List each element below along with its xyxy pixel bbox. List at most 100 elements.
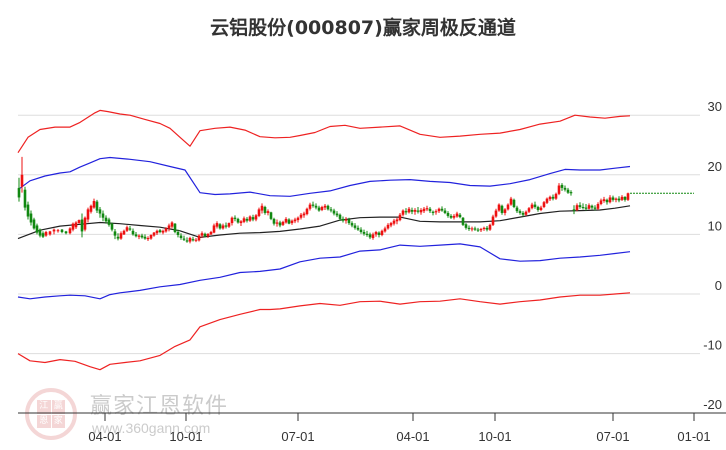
candle-body bbox=[92, 201, 96, 208]
candle-body bbox=[554, 193, 558, 199]
candle-body bbox=[227, 223, 231, 227]
candle-body bbox=[206, 233, 210, 237]
candle-body bbox=[257, 209, 261, 216]
candle-body bbox=[242, 218, 246, 222]
candle-body bbox=[233, 217, 237, 219]
candle-body bbox=[143, 236, 147, 239]
candle-body bbox=[449, 215, 453, 218]
candle-body bbox=[431, 211, 435, 213]
candle-body bbox=[71, 223, 75, 230]
x-tick-label: 10-01 bbox=[478, 429, 511, 444]
candle-body bbox=[239, 221, 243, 224]
candle-body bbox=[56, 230, 60, 232]
candle-body bbox=[461, 217, 465, 225]
candle-body bbox=[146, 237, 150, 240]
candle-body bbox=[362, 232, 366, 234]
channel-lines bbox=[17, 109, 631, 371]
candle-body bbox=[203, 233, 207, 237]
candle-body bbox=[467, 227, 471, 230]
candle-body bbox=[266, 211, 270, 213]
candle-body bbox=[365, 233, 369, 235]
candle-body bbox=[80, 219, 84, 232]
candle-body bbox=[416, 210, 420, 212]
candle-body bbox=[410, 209, 414, 212]
candle-body bbox=[446, 212, 450, 216]
candle-body bbox=[230, 217, 234, 224]
candle-body bbox=[158, 230, 162, 233]
candle-body bbox=[269, 212, 273, 219]
candle-body bbox=[119, 233, 123, 239]
channel-line bbox=[17, 205, 631, 240]
candle-body bbox=[455, 213, 459, 217]
candle-body bbox=[434, 211, 438, 213]
candle-body bbox=[149, 234, 153, 239]
candle-body bbox=[35, 225, 39, 233]
candle-body bbox=[137, 235, 141, 237]
candle-body bbox=[113, 231, 117, 236]
candle-body bbox=[464, 224, 468, 228]
candle-body bbox=[293, 219, 297, 222]
candle-body bbox=[224, 225, 228, 227]
candle-body bbox=[485, 227, 489, 230]
candle-body bbox=[530, 204, 534, 209]
candle-body bbox=[20, 174, 24, 187]
candle-body bbox=[281, 221, 285, 225]
candle-body bbox=[470, 228, 474, 230]
candle-body bbox=[407, 208, 411, 213]
candle-body bbox=[167, 225, 171, 229]
candle-body bbox=[302, 213, 306, 216]
candle-body bbox=[626, 193, 630, 200]
candle-body bbox=[122, 230, 126, 235]
candle-body bbox=[341, 218, 345, 221]
candle-body bbox=[608, 197, 612, 203]
candle-body bbox=[428, 208, 432, 212]
candle-body bbox=[131, 230, 135, 235]
candle-body bbox=[212, 225, 216, 233]
candle-body bbox=[17, 187, 21, 198]
candle-body bbox=[620, 196, 624, 200]
watermark-url: www.360gann.com bbox=[92, 420, 211, 436]
candle-body bbox=[329, 209, 333, 211]
candle-body bbox=[572, 209, 576, 211]
candle-body bbox=[140, 235, 144, 238]
candle-body bbox=[176, 232, 180, 235]
candle-body bbox=[440, 208, 444, 211]
candle-body bbox=[401, 210, 405, 215]
candle-body bbox=[23, 189, 27, 208]
candle-body bbox=[311, 204, 315, 206]
candle-body bbox=[155, 230, 159, 234]
candle-body bbox=[64, 231, 68, 234]
candle-body bbox=[374, 232, 378, 235]
candle-body bbox=[164, 228, 168, 232]
candle-body bbox=[386, 224, 390, 229]
candle-body bbox=[524, 211, 528, 215]
candle-body bbox=[479, 229, 483, 231]
candle-body bbox=[503, 209, 507, 213]
candle-body bbox=[323, 205, 327, 208]
candle-body bbox=[98, 209, 102, 214]
candle-body bbox=[494, 210, 498, 217]
y-tick-label: 20 bbox=[708, 159, 722, 174]
candle-body bbox=[338, 214, 342, 219]
candle-body bbox=[377, 232, 381, 235]
candle-body bbox=[248, 216, 252, 221]
watermark-seal-icon: 江 赢 恩 家 bbox=[25, 388, 77, 440]
candle-body bbox=[41, 233, 45, 237]
candle-body bbox=[26, 204, 30, 217]
channel-line bbox=[17, 243, 631, 300]
candle-body bbox=[107, 219, 111, 225]
candle-body bbox=[278, 222, 282, 226]
candle-body bbox=[584, 207, 588, 209]
channel-line bbox=[17, 156, 631, 197]
candle-body bbox=[506, 204, 510, 210]
candle-body bbox=[398, 214, 402, 221]
channel-line bbox=[17, 109, 631, 154]
candle-body bbox=[539, 207, 543, 210]
candle-body bbox=[419, 209, 423, 213]
candle-body bbox=[563, 187, 567, 190]
candle-body bbox=[299, 214, 303, 218]
y-axis-ticks: 30 20 10 0 -10 -20 bbox=[703, 99, 722, 412]
candle-body bbox=[611, 197, 615, 200]
candle-body bbox=[599, 200, 603, 205]
chart-title: 云铝股份(000807)赢家周极反通道 bbox=[210, 17, 516, 39]
